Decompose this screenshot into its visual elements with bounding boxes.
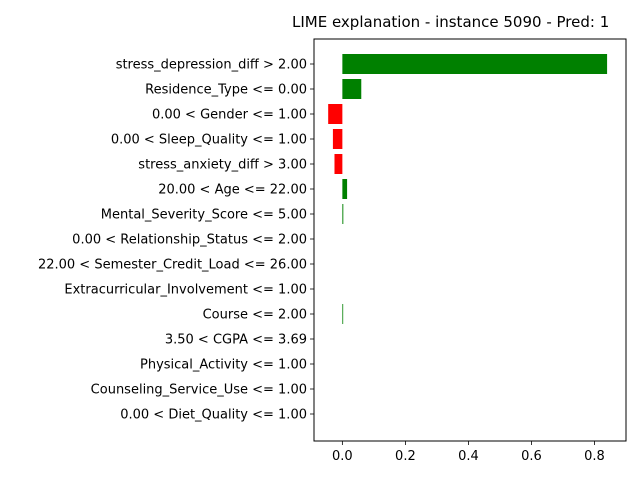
category-label-13: Counseling_Service_Use <= 1.00 <box>91 383 307 398</box>
category-label-9: Extracurricular_Involvement <= 1.00 <box>64 283 307 298</box>
category-label-0: stress_depression_diff > 2.00 <box>116 58 307 73</box>
x-tick-label-1: 0.2 <box>395 449 416 464</box>
bar-6 <box>342 204 344 224</box>
bars-layer <box>328 54 608 324</box>
bar-5 <box>342 179 348 199</box>
bar-10 <box>342 304 344 324</box>
bar-1 <box>342 79 362 99</box>
category-label-12: Physical_Activity <= 1.00 <box>140 358 307 373</box>
chart-title: LIME explanation - instance 5090 - Pred:… <box>292 13 609 31</box>
category-label-1: Residence_Type <= 0.00 <box>145 83 307 98</box>
category-label-10: Course <= 2.00 <box>203 308 307 323</box>
category-label-6: Mental_Severity_Score <= 5.00 <box>101 208 307 223</box>
category-label-4: stress_anxiety_diff > 3.00 <box>138 158 307 173</box>
x-axis-ticks: 0.0 0.2 0.4 0.6 0.8 <box>332 441 605 464</box>
category-label-8: 22.00 < Semester_Credit_Load <= 26.00 <box>38 258 307 273</box>
category-label-5: 20.00 < Age <= 22.00 <box>158 183 307 198</box>
category-label-3: 0.00 < Sleep_Quality <= 1.00 <box>111 133 307 148</box>
bar-0 <box>342 54 608 74</box>
x-tick-label-2: 0.4 <box>458 449 479 464</box>
plot-frame <box>313 38 627 442</box>
category-label-7: 0.00 < Relationship_Status <= 2.00 <box>72 233 307 248</box>
category-label-14: 0.00 < Diet_Quality <= 1.00 <box>120 408 307 423</box>
category-label-2: 0.00 < Gender <= 1.00 <box>152 108 307 123</box>
x-tick-label-0: 0.0 <box>332 449 353 464</box>
bar-4 <box>334 154 343 174</box>
category-label-11: 3.50 < CGPA <= 3.69 <box>165 333 307 348</box>
bar-3 <box>332 129 343 149</box>
x-tick-label-3: 0.6 <box>521 449 542 464</box>
category-labels: stress_depression_diff > 2.00 Residence_T… <box>38 58 314 423</box>
bar-2 <box>328 104 343 124</box>
x-tick-label-4: 0.8 <box>584 449 605 464</box>
